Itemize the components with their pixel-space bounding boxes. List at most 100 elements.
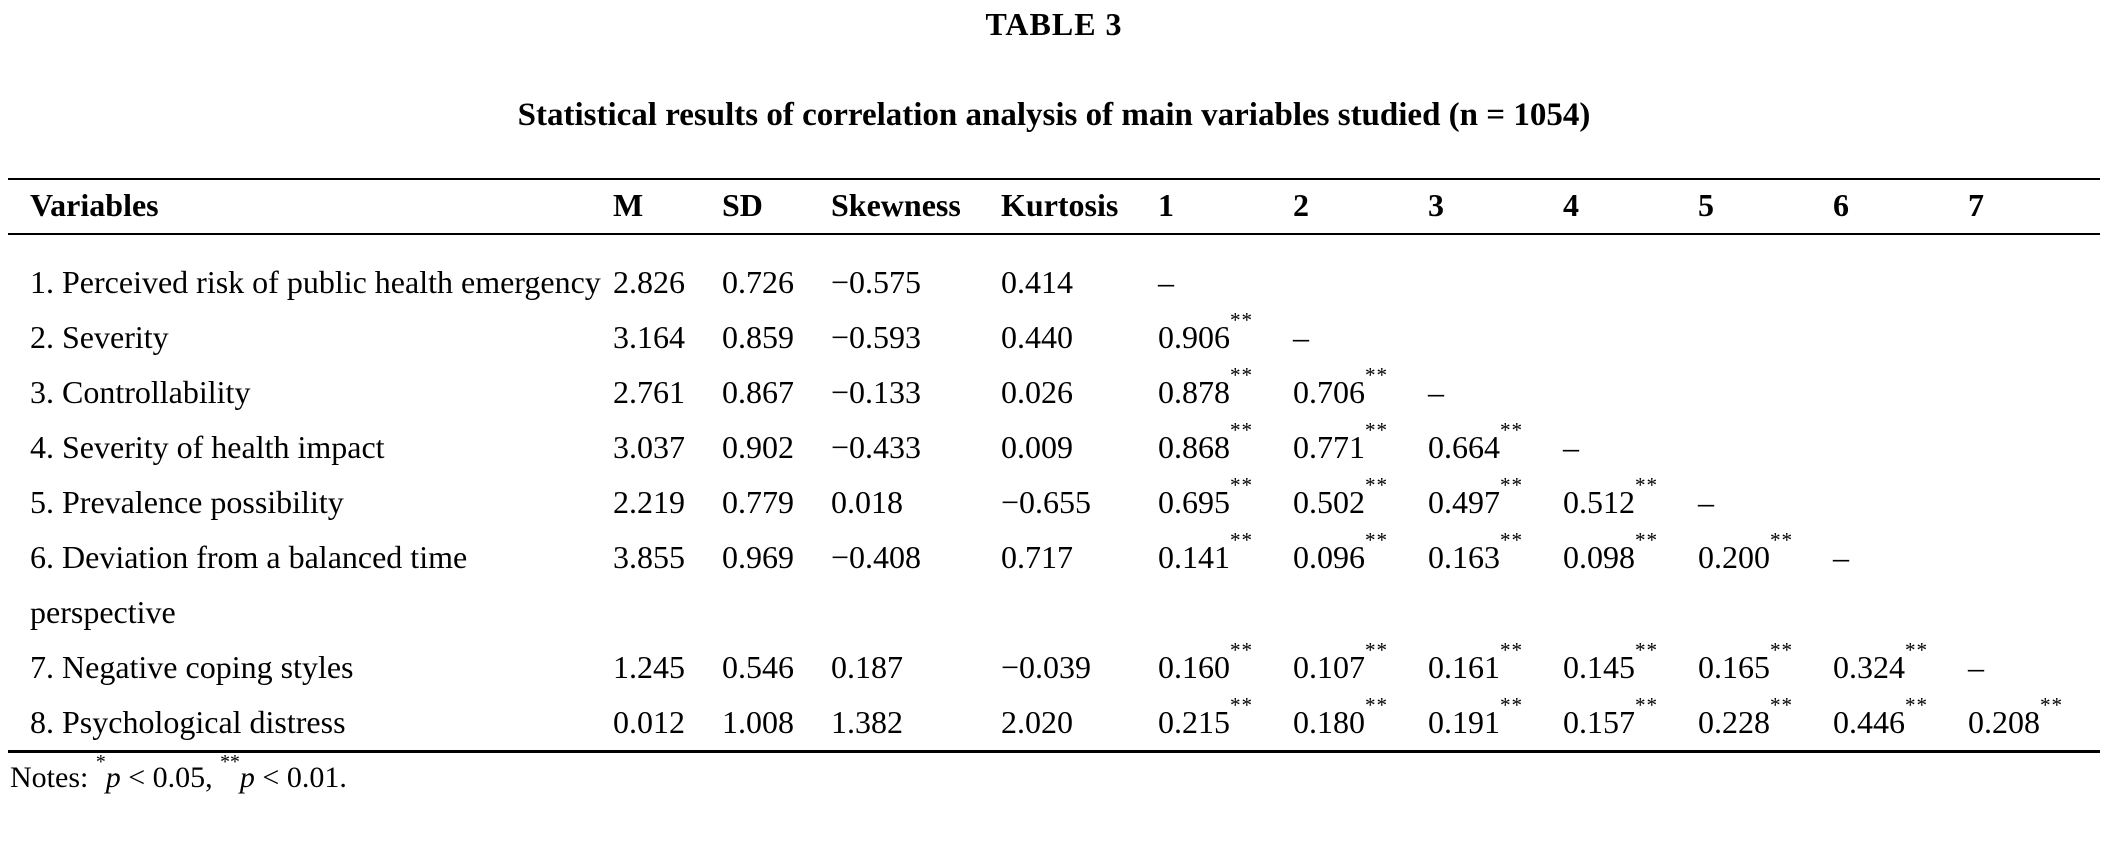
- kurtosis-cell: 0.026: [1001, 374, 1073, 410]
- corr-cell-6: 0.446**: [1833, 693, 1929, 740]
- m-cell: 2.826: [613, 264, 685, 300]
- significance-stars: **: [1635, 638, 1659, 663]
- kurtosis-cell: −0.039: [1001, 649, 1092, 685]
- col-header-1: 1: [1158, 179, 1293, 235]
- corr-cell-5: 0.228**: [1698, 693, 1794, 740]
- corr-cell-7: [1968, 234, 2100, 310]
- significance-stars: **: [1230, 473, 1254, 498]
- corr-cell-3: [1428, 310, 1563, 365]
- significance-stars: **: [1230, 418, 1254, 443]
- m-cell: 1.245: [613, 649, 685, 685]
- variable-cell: 4. Severity of health impact: [30, 429, 385, 465]
- corr-cell-2: 0.096**: [1293, 528, 1389, 575]
- corr-cell-5: [1698, 234, 1833, 310]
- significance-stars: **: [1230, 363, 1254, 388]
- corr-cell-2: 0.771**: [1293, 418, 1389, 465]
- kurtosis-cell: 0.717: [1001, 539, 1073, 575]
- kurtosis-cell: 0.414: [1001, 264, 1073, 300]
- corr-cell-4: 0.512**: [1563, 473, 1659, 520]
- corr-cell-4: [1563, 365, 1698, 420]
- table-row: 1. Perceived risk of public health emerg…: [8, 234, 2100, 310]
- sd-cell: 0.779: [722, 484, 794, 520]
- significance-stars: **: [1635, 693, 1659, 718]
- header-row: Variables M SD Skewness Kurtosis 1 2 3 4 5 6 7: [8, 179, 2100, 235]
- table-row: 6. Deviation from a balanced time perspe…: [8, 530, 2100, 640]
- corr-cell-1: –: [1158, 264, 1174, 300]
- significance-stars: **: [1770, 693, 1794, 718]
- skewness-cell: 0.187: [831, 649, 903, 685]
- table-row: 5. Prevalence possibility 2.219 0.779 0.018…: [8, 475, 2100, 530]
- col-header-3: 3: [1428, 179, 1563, 235]
- col-header-m: M: [613, 179, 722, 235]
- col-header-2: 2: [1293, 179, 1428, 235]
- corr-cell-5: 0.200**: [1698, 528, 1794, 575]
- corr-cell-4: –: [1563, 429, 1579, 465]
- col-header-4: 4: [1563, 179, 1698, 235]
- significance-stars: **: [1500, 418, 1524, 443]
- corr-cell-6: [1833, 310, 1968, 365]
- notes-fragment: Notes:: [10, 761, 96, 794]
- notes-fragment: < 0.05,: [120, 761, 221, 794]
- notes-fragment: p: [239, 761, 255, 794]
- significance-stars: **: [1500, 693, 1524, 718]
- corr-cell-3: 0.191**: [1428, 693, 1524, 740]
- corr-cell-1: 0.215**: [1158, 693, 1254, 740]
- corr-cell-5: [1698, 310, 1833, 365]
- skewness-cell: −0.593: [831, 319, 922, 355]
- corr-cell-2: 0.502**: [1293, 473, 1389, 520]
- corr-cell-1: 0.695**: [1158, 473, 1254, 520]
- notes-fragment: p: [105, 761, 121, 794]
- significance-stars: **: [1635, 473, 1659, 498]
- significance-stars: **: [1365, 363, 1389, 388]
- significance-stars: **: [1905, 638, 1929, 663]
- table-row: 4. Severity of health impact 3.037 0.902 −0…: [8, 420, 2100, 475]
- variable-cell: 3. Controllability: [30, 374, 251, 410]
- sd-cell: 0.726: [722, 264, 794, 300]
- corr-cell-4: 0.145**: [1563, 638, 1659, 685]
- sd-cell: 0.902: [722, 429, 794, 465]
- corr-cell-7: [1968, 365, 2100, 420]
- significance-stars: **: [1635, 528, 1659, 553]
- table-row: 2. Severity 3.164 0.859 −0.593 0.440 0.906** –: [8, 310, 2100, 365]
- kurtosis-cell: −0.655: [1001, 484, 1092, 520]
- table-row: 3. Controllability 2.761 0.867 −0.133 0.026 0…: [8, 365, 2100, 420]
- sd-cell: 0.867: [722, 374, 794, 410]
- corr-cell-7: [1968, 530, 2100, 640]
- corr-cell-3: 0.161**: [1428, 638, 1524, 685]
- kurtosis-cell: 0.009: [1001, 429, 1073, 465]
- skewness-cell: −0.408: [831, 539, 922, 575]
- corr-cell-6: [1833, 420, 1968, 475]
- m-cell: 3.164: [613, 319, 685, 355]
- corr-cell-5: [1698, 365, 1833, 420]
- corr-cell-2: –: [1293, 319, 1309, 355]
- significance-stars: **: [2040, 693, 2064, 718]
- corr-cell-3: 0.497**: [1428, 473, 1524, 520]
- table-notes: Notes: *p < 0.05, **p < 0.01.: [10, 752, 2108, 795]
- col-header-kurtosis: Kurtosis: [1001, 179, 1158, 235]
- corr-cell-7: [1968, 420, 2100, 475]
- significance-stars: **: [1365, 638, 1389, 663]
- corr-cell-5: 0.165**: [1698, 638, 1794, 685]
- skewness-cell: −0.575: [831, 264, 922, 300]
- significance-stars: **: [1230, 693, 1254, 718]
- skewness-cell: −0.433: [831, 429, 922, 465]
- corr-cell-6: [1833, 234, 1968, 310]
- corr-cell-7: [1968, 310, 2100, 365]
- corr-cell-1: 0.160**: [1158, 638, 1254, 685]
- sd-cell: 0.546: [722, 649, 794, 685]
- significance-stars: **: [1500, 638, 1524, 663]
- skewness-cell: −0.133: [831, 374, 922, 410]
- significance-stars: **: [1365, 693, 1389, 718]
- corr-cell-2: 0.706**: [1293, 363, 1389, 410]
- table-body: 1. Perceived risk of public health emerg…: [8, 234, 2100, 752]
- variable-cell: 1. Perceived risk of public health emerg…: [30, 264, 601, 300]
- significance-stars: **: [1905, 693, 1929, 718]
- kurtosis-cell: 0.440: [1001, 319, 1073, 355]
- variable-cell: 8. Psychological distress: [30, 704, 346, 740]
- col-header-skewness: Skewness: [831, 179, 1001, 235]
- corr-cell-1: 0.906**: [1158, 308, 1254, 355]
- corr-cell-6: –: [1833, 539, 1849, 575]
- kurtosis-cell: 2.020: [1001, 704, 1073, 740]
- corr-cell-1: 0.878**: [1158, 363, 1254, 410]
